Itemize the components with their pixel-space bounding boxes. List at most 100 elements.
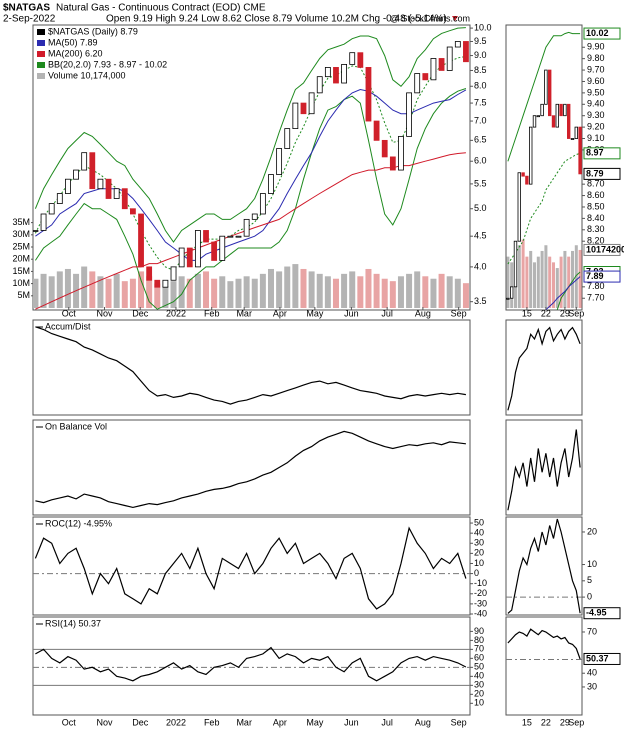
obv-panel — [32, 419, 471, 516]
mini-indicator-tick-label: 20 — [587, 526, 597, 536]
candle — [381, 139, 388, 158]
x-tick-label: Oct — [62, 717, 77, 727]
volume-bar — [559, 256, 563, 308]
volume-bar — [454, 278, 461, 308]
panel-label: RSI(14) 50.37 — [45, 618, 101, 628]
x-tick-label: Oct — [62, 308, 77, 318]
value-box — [583, 270, 621, 283]
x-tick-label: Jul — [381, 308, 393, 318]
change-arrow — [452, 16, 458, 21]
value-box-label: 8.97 — [586, 148, 604, 158]
candle — [513, 240, 518, 288]
candle — [506, 297, 510, 300]
candle — [284, 128, 291, 149]
x-tick-label: Feb — [204, 308, 220, 318]
value-box-label: -4.95 — [586, 608, 607, 618]
volume-bar — [446, 276, 453, 308]
candle — [529, 126, 533, 185]
x-tick-label: Sep — [451, 717, 467, 727]
candle — [509, 286, 514, 299]
candle — [138, 213, 144, 268]
candle — [532, 115, 537, 128]
volume-bar — [227, 281, 234, 308]
volume-bar — [332, 278, 339, 308]
candle — [227, 235, 234, 238]
candle — [422, 73, 429, 81]
mini-tick-label: 9.40 — [587, 99, 605, 109]
bb-middle — [507, 152, 581, 265]
legend-swatch — [37, 62, 45, 68]
volume-bar — [40, 273, 47, 308]
candle — [567, 103, 571, 139]
candle — [398, 135, 404, 171]
x-tick-label: Aug — [415, 308, 431, 318]
mini-price-panel — [505, 24, 583, 311]
mini-indicator-tick-label: 40 — [587, 668, 597, 678]
candle — [56, 193, 63, 204]
volume-bar — [397, 276, 404, 308]
candle — [251, 213, 258, 220]
candle — [170, 266, 177, 281]
value-box — [583, 607, 621, 620]
volume-bar — [162, 286, 169, 308]
candle — [414, 73, 421, 94]
volume-bar — [300, 268, 307, 308]
quote: Open 9.19 High 9.24 Low 8.62 Close 8.79 … — [106, 14, 447, 25]
bb-upper — [34, 27, 466, 243]
volume-bar — [56, 271, 63, 308]
indicator-tick-label: 40 — [474, 671, 484, 681]
mini-tick-label: 9.60 — [587, 76, 605, 86]
volume-bar — [235, 278, 242, 308]
volume-bar — [517, 245, 521, 308]
ad-panel — [32, 319, 471, 416]
volume-bar — [178, 276, 185, 308]
credit: @ StockCharts.com — [390, 13, 470, 23]
bb-middle — [34, 55, 466, 271]
panel-label: On Balance Vol — [45, 421, 107, 431]
x-tick-label: 2022 — [166, 717, 186, 727]
volume-bar — [529, 250, 533, 308]
candle — [219, 235, 226, 261]
value-box-label: 50.37 — [586, 653, 609, 663]
candle — [105, 178, 112, 199]
indicator-tick-label: -40 — [474, 608, 487, 618]
volume-bar — [574, 245, 578, 308]
candle — [324, 67, 331, 78]
candle — [578, 126, 582, 175]
indicator-tick-label: -30 — [474, 598, 487, 608]
indicator-tick-label: 70 — [474, 644, 484, 654]
price-plot — [33, 27, 469, 310]
volume-bar — [357, 276, 364, 308]
value-box — [583, 243, 621, 256]
candle — [130, 208, 136, 215]
volume-bar — [533, 262, 536, 308]
price-tick-label: 8.0 — [474, 81, 487, 91]
volume-bar — [194, 273, 201, 308]
x-tick-label: 2022 — [166, 308, 186, 318]
volume-bar — [563, 250, 567, 308]
mini-tick-label: 8.20 — [587, 236, 605, 246]
price-tick-label: 3.5 — [474, 296, 487, 306]
candle — [454, 41, 461, 48]
volume-bar — [571, 250, 574, 308]
mini-rsi-panel — [505, 616, 583, 716]
volume-tick-label: 25M — [12, 241, 30, 251]
mini-roc-panel — [505, 516, 583, 616]
panel-label: ROC(12) -4.95% — [45, 518, 112, 528]
mini-x-tick-label: 22 — [541, 308, 551, 318]
volume-bar — [64, 268, 71, 308]
volume-tick-label: 5M — [17, 290, 30, 300]
candle — [65, 178, 71, 194]
bb-upper — [507, 31, 581, 162]
mini-tick-label: 9.10 — [587, 133, 605, 143]
price-tick-label: 10.0 — [474, 22, 492, 32]
mini-tick-label: 8.50 — [587, 201, 605, 211]
price-panel — [32, 24, 471, 311]
candle — [570, 138, 575, 140]
candle — [211, 241, 218, 261]
volume-tick-label: 20M — [12, 254, 30, 264]
x-tick-label: Sep — [451, 308, 467, 318]
volume-bar — [552, 262, 555, 308]
volume-bar — [422, 276, 429, 308]
volume-bar — [316, 273, 323, 308]
